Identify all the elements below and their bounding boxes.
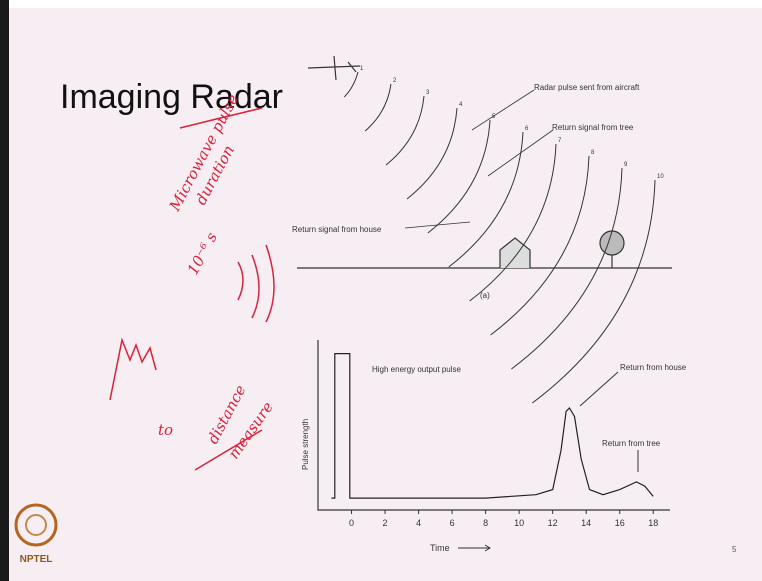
chart-annotation: Return from house [620, 363, 687, 372]
diagram-caption: (a) [480, 291, 490, 300]
x-tick-label: 4 [416, 518, 421, 528]
slide: Imaging Radar 5 NPTEL 12345678910 (a) Ra… [0, 0, 762, 581]
diagram-label: Return signal from tree [552, 123, 634, 132]
x-tick-label: 18 [648, 518, 658, 528]
handwriting: to [158, 421, 173, 439]
x-axis-label: Time [430, 543, 450, 553]
wavefront-number: 10 [657, 174, 664, 180]
x-tick-label: 6 [450, 518, 455, 528]
x-tick-label: 0 [349, 518, 354, 528]
x-tick-label: 10 [514, 518, 524, 528]
chart-annotation: High energy output pulse [372, 365, 462, 374]
left-bar [0, 0, 9, 581]
x-tick-label: 12 [548, 518, 558, 528]
x-tick-label: 2 [383, 518, 388, 528]
logo-text: NPTEL [20, 554, 53, 565]
page-number: 5 [732, 545, 737, 554]
x-tick-label: 14 [581, 518, 591, 528]
diagram-label: Radar pulse sent from aircraft [534, 83, 640, 92]
chart-annotation: Return from tree [602, 439, 661, 448]
x-tick-label: 8 [483, 518, 488, 528]
tree [600, 231, 624, 255]
top-strip [9, 0, 762, 8]
y-axis-label: Pulse strength [301, 419, 310, 470]
x-tick-label: 16 [615, 518, 625, 528]
diagram-label: Return signal from house [292, 225, 382, 234]
